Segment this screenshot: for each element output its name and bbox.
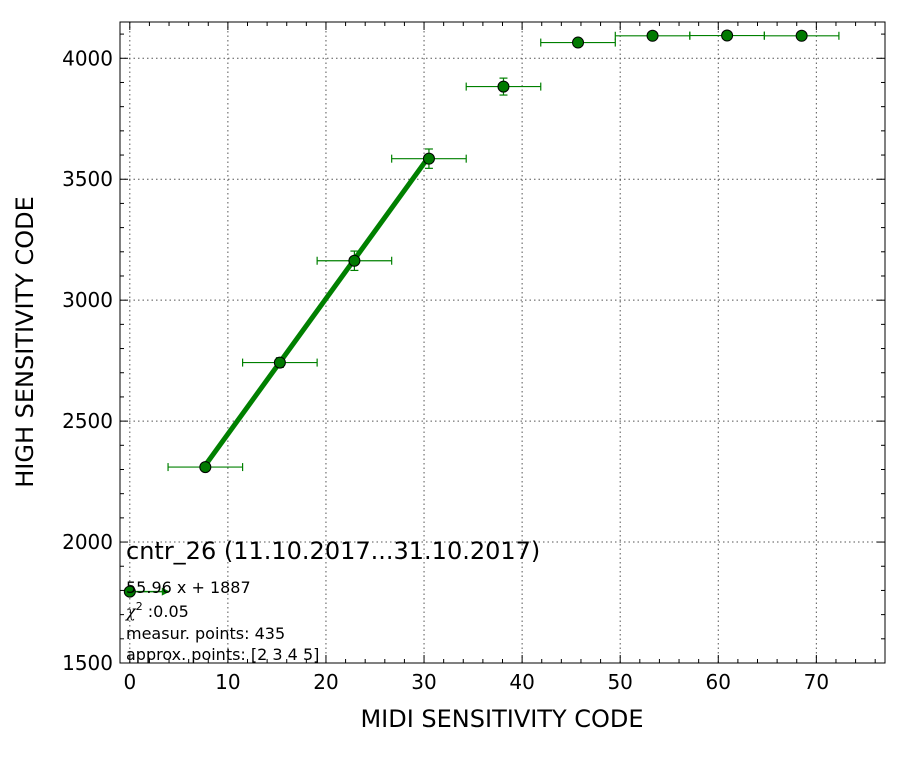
- x-tick-label: 0: [123, 670, 136, 694]
- data-point: [497, 80, 510, 93]
- data-point: [422, 152, 435, 165]
- x-axis-title: MIDI SENSITIVITY CODE: [360, 705, 643, 733]
- y-axis-title: HIGH SENSITIVITY CODE: [11, 196, 39, 488]
- legend-marker: [123, 585, 136, 598]
- annotation-measur-points: measur. points: 435: [126, 624, 285, 643]
- x-tick-label: 20: [313, 670, 338, 694]
- data-point: [572, 36, 585, 49]
- annotation-chi: χ2 :0.05: [125, 600, 189, 621]
- chi-value: :0.05: [143, 602, 189, 621]
- x-tick-label: 60: [706, 670, 731, 694]
- ticks-layer: 0 10 20 30 40 50 60 70 1500 2000 2500 3000 3500 4000: [62, 22, 885, 694]
- x-tick-label: 70: [804, 670, 829, 694]
- series-layer: [123, 29, 840, 598]
- data-point: [273, 356, 286, 369]
- annotation-approx-points: approx. points: [2 3 4 5]: [126, 645, 319, 664]
- data-point: [348, 254, 361, 267]
- annotation-title: cntr_26 (11.10.2017...31.10.2017): [126, 537, 540, 565]
- grid-layer: [120, 22, 885, 664]
- data-point: [646, 29, 659, 42]
- plot-frame: [119, 21, 886, 664]
- legend-arrow-head: [161, 587, 170, 596]
- y-tick-label: 3000: [62, 288, 113, 312]
- data-point: [199, 461, 212, 474]
- x-tick-label: 10: [215, 670, 240, 694]
- chi-symbol: χ: [125, 602, 137, 621]
- y-tick-label: 2000: [62, 530, 113, 554]
- data-point: [721, 29, 734, 42]
- fit-line: [203, 155, 431, 467]
- x-tick-label: 50: [607, 670, 632, 694]
- data-point: [795, 29, 808, 42]
- annotation-equation: 55.96 x + 1887: [126, 578, 251, 597]
- y-tick-label: 1500: [62, 651, 113, 675]
- x-tick-label: 40: [509, 670, 534, 694]
- y-tick-label: 3500: [62, 167, 113, 191]
- x-tick-label: 30: [411, 670, 436, 694]
- chi-superscript: 2: [136, 600, 143, 613]
- y-tick-label: 4000: [62, 46, 113, 70]
- y-tick-label: 2500: [62, 409, 113, 433]
